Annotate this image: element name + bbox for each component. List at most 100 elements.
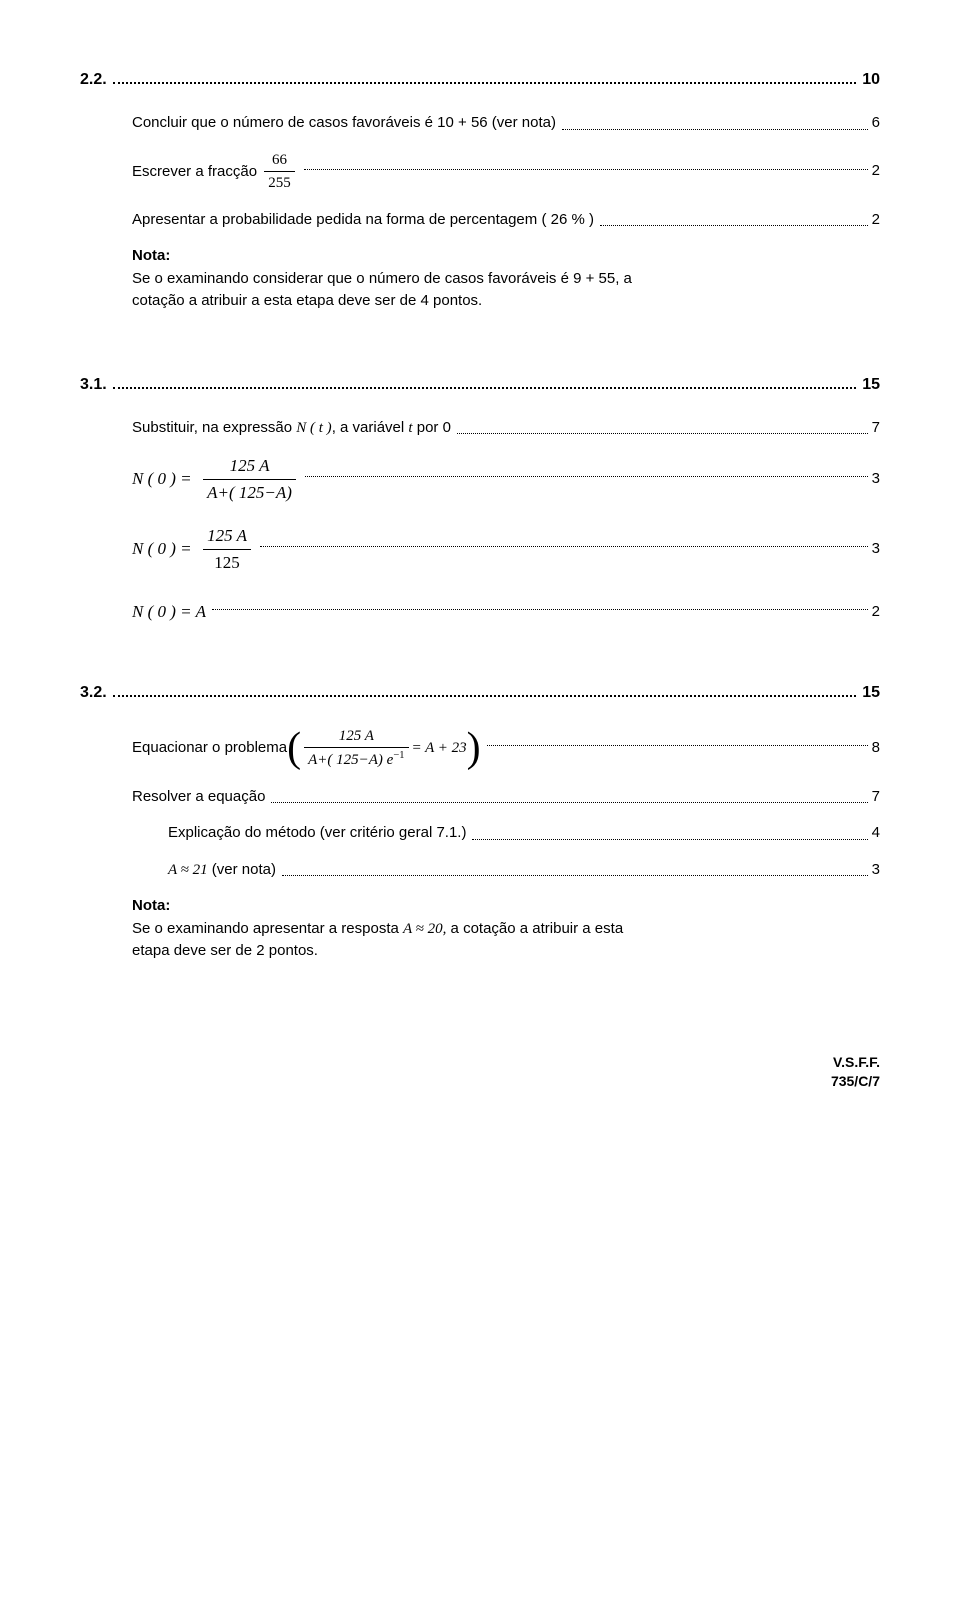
note-line: Se o examinando considerar que o número …: [132, 268, 880, 291]
points: 2: [872, 209, 880, 232]
section-score: 15: [862, 373, 880, 397]
math: N ( t ): [296, 420, 331, 436]
numerator: 125 A: [304, 725, 408, 748]
text: (ver nota): [208, 861, 276, 878]
text: Escrever a fracção: [132, 162, 261, 179]
criterion-row: Apresentar a probabilidade pedida na for…: [132, 209, 880, 232]
lhs: N ( 0 ) =: [132, 536, 192, 562]
note-line: Se o examinando apresentar a resposta A …: [132, 918, 880, 941]
fraction: 125 A 125: [203, 523, 251, 575]
fraction: 125 A A+( 125−A): [203, 453, 296, 505]
text: A+( 125−A): [207, 483, 292, 502]
equation: N ( 0 ) = A: [132, 599, 206, 625]
text: Se o examinando apresentar a resposta: [132, 920, 403, 937]
section-2-2-head: 2.2. 10: [80, 68, 880, 92]
criterion-row: Concluir que o número de casos favorávei…: [132, 112, 880, 135]
points: 4: [872, 822, 880, 845]
equation-row: N ( 0 ) = 125 A 125 3: [80, 523, 880, 575]
exp: −1: [393, 750, 404, 761]
section-3-1-head: 3.1. 15: [80, 373, 880, 397]
text: Substituir, na expressão: [132, 419, 296, 436]
criterion-text: A ≈ 21 (ver nota): [168, 859, 276, 882]
leader-dots: [600, 225, 868, 226]
section-3-2-head: 3.2. 15: [80, 681, 880, 705]
leader-dots: [487, 745, 868, 746]
text: 125 A: [230, 456, 270, 475]
points: 2: [872, 601, 880, 624]
text: A+( 125−A) e: [308, 752, 393, 768]
points: 8: [872, 737, 880, 760]
text: Concluir que o número de casos favorávei…: [132, 114, 556, 131]
note-line: cotação a atribuir a esta etapa deve ser…: [132, 290, 880, 313]
points: 2: [872, 160, 880, 183]
points: 6: [872, 112, 880, 135]
criterion-row: Explicação do método (ver critério geral…: [168, 822, 880, 845]
section-num: 3.2.: [80, 681, 107, 705]
sec32-body: Equacionar o problema ( 125 A A+( 125−A)…: [80, 725, 880, 809]
sec22-body: Concluir que o número de casos favorávei…: [80, 112, 880, 231]
points: 3: [872, 859, 880, 882]
note-line: etapa deve ser de 2 pontos.: [132, 940, 880, 963]
sec22-note: Nota: Se o examinando considerar que o n…: [80, 245, 880, 313]
leader-dots: [212, 609, 868, 610]
criterion-row: Escrever a fracção 66 255 2: [132, 149, 880, 195]
points: 3: [872, 468, 880, 491]
criterion-text: Resolver a equação: [132, 786, 265, 809]
points: 7: [872, 417, 880, 440]
leader-dots: [260, 546, 868, 547]
points: 7: [872, 786, 880, 809]
criterion-text: Substituir, na expressão N ( t ), a vari…: [132, 417, 451, 440]
points: 3: [872, 538, 880, 561]
leader-dots: [113, 387, 857, 389]
criterion-text: Apresentar a probabilidade pedida na for…: [132, 209, 594, 232]
section-score: 10: [862, 68, 880, 92]
section-num: 2.2.: [80, 68, 107, 92]
denominator: A+( 125−A) e−1: [304, 747, 408, 772]
numerator: 125 A: [203, 523, 251, 549]
leader-dots: [113, 82, 857, 84]
eq-text: N ( 0 ) = A: [132, 599, 206, 625]
text: Equacionar o problema: [132, 737, 287, 760]
equation-row: N ( 0 ) = A 2: [80, 599, 880, 625]
leader-dots: [562, 129, 868, 130]
leader-dots: [282, 875, 868, 876]
criterion-text: Explicação do método (ver critério geral…: [168, 822, 466, 845]
note-title: Nota:: [132, 245, 880, 268]
text: por 0: [413, 419, 451, 436]
sec32-note: Nota: Se o examinando apresentar a respo…: [80, 895, 880, 963]
text: Apresentar a probabilidade pedida na for…: [132, 211, 594, 228]
criterion-text: Escrever a fracção 66 255: [132, 149, 298, 195]
footer-line: V.S.F.F.: [80, 1053, 880, 1073]
equation: N ( 0 ) = 125 A A+( 125−A): [132, 453, 299, 505]
rhs: = A + 23: [412, 737, 467, 760]
leader-dots: [271, 802, 867, 803]
numerator: 125 A: [203, 453, 296, 479]
section-num: 3.1.: [80, 373, 107, 397]
denominator: 125: [203, 549, 251, 576]
text: a cotação a atribuir a esta: [446, 920, 623, 937]
text: 125 A: [339, 728, 374, 744]
criterion-text: Concluir que o número de casos favorávei…: [132, 112, 556, 135]
text: , a variável: [332, 419, 409, 436]
equation-row: N ( 0 ) = 125 A A+( 125−A) 3: [80, 453, 880, 505]
criterion-text: Equacionar o problema ( 125 A A+( 125−A)…: [132, 725, 481, 772]
leader-dots: [305, 476, 868, 477]
criterion-row: A ≈ 21 (ver nota) 3: [168, 859, 880, 882]
criterion-row: Substituir, na expressão N ( t ), a vari…: [132, 417, 880, 440]
denominator: A+( 125−A): [203, 479, 296, 506]
footer-line: 735/C/7: [80, 1072, 880, 1092]
sec31-body: Substituir, na expressão N ( t ), a vari…: [80, 417, 880, 440]
leader-dots: [472, 839, 867, 840]
text: 125: [214, 553, 240, 572]
leader-dots: [113, 695, 857, 697]
fraction: 66 255: [264, 149, 295, 195]
lhs: N ( 0 ) =: [132, 466, 192, 492]
sec32-sub: Explicação do método (ver critério geral…: [80, 822, 880, 881]
numerator: 66: [264, 149, 295, 172]
denominator: 255: [264, 171, 295, 195]
math: A ≈ 21: [168, 862, 208, 878]
page-footer: V.S.F.F. 735/C/7: [80, 1053, 880, 1092]
math: A ≈ 20,: [403, 921, 446, 937]
leader-dots: [304, 169, 868, 170]
fraction: 125 A A+( 125−A) e−1: [304, 725, 408, 772]
